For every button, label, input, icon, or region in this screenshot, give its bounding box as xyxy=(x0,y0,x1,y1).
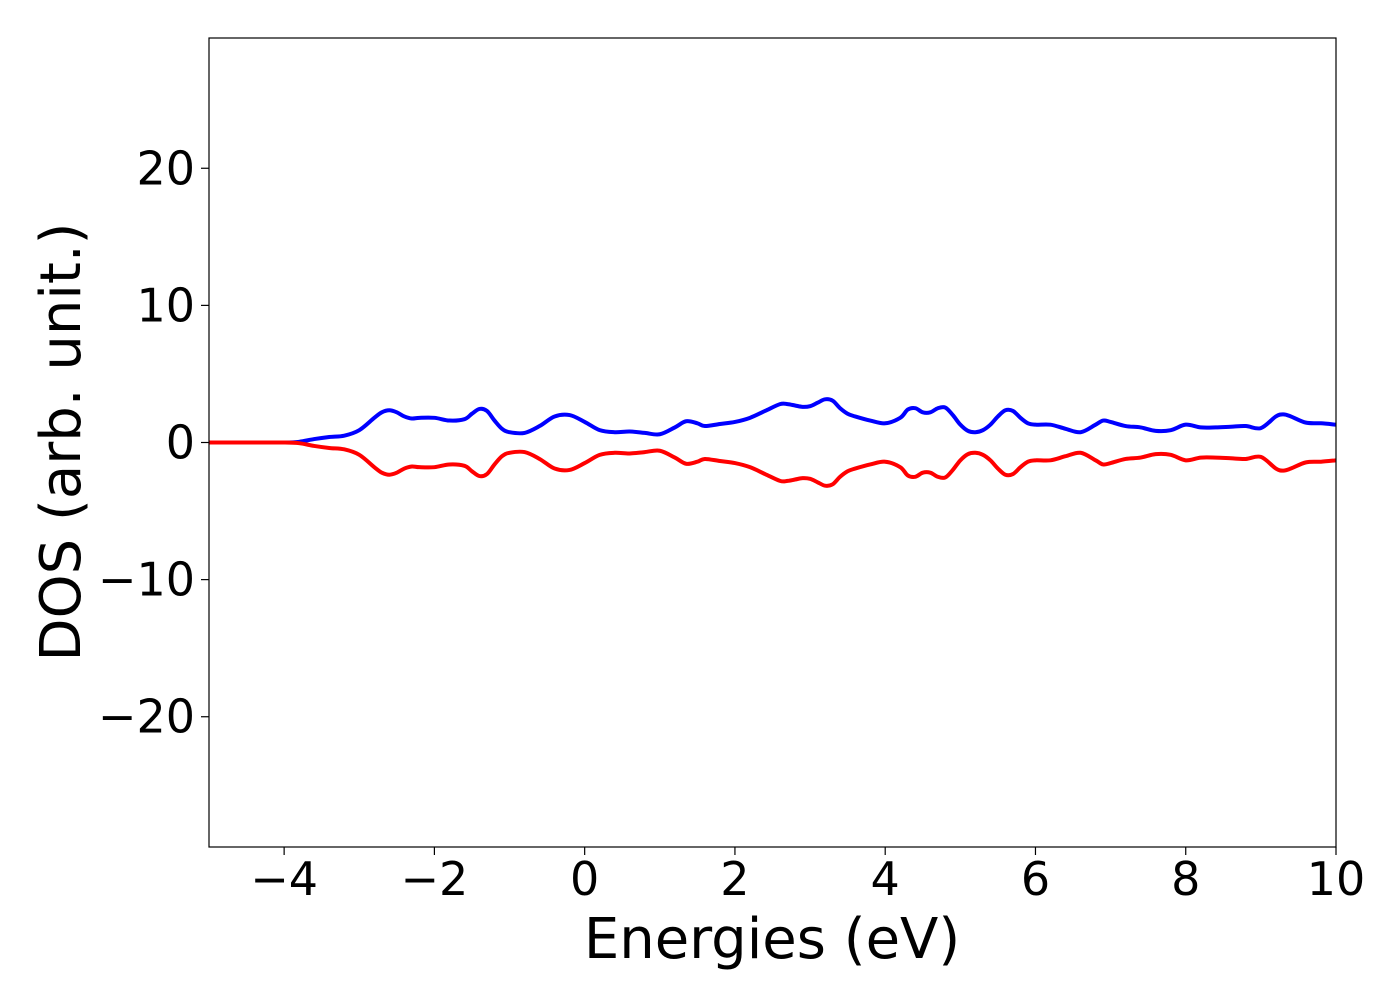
x-tick-label: 6 xyxy=(1021,852,1050,906)
x-tick-label: 2 xyxy=(720,852,749,906)
x-tick-label: −4 xyxy=(250,852,318,906)
y-tick-label: 10 xyxy=(136,278,195,332)
y-tick-label: −10 xyxy=(98,553,195,607)
y-axis: 20 10 0 −10 −20 xyxy=(98,141,209,744)
y-tick-label: 20 xyxy=(136,141,195,195)
series-line-red xyxy=(209,440,1336,488)
y-tick-label: −20 xyxy=(98,690,195,744)
x-tick-label: 0 xyxy=(570,852,599,906)
y-tick-label: 0 xyxy=(166,416,195,470)
x-tick-label: 4 xyxy=(871,852,900,906)
series-line-blue xyxy=(209,397,1336,445)
x-tick-label: −2 xyxy=(400,852,468,906)
x-axis: −4 −2 0 2 4 6 8 10 xyxy=(250,847,1365,906)
series-layer xyxy=(209,397,1336,488)
x-tick-label: 10 xyxy=(1307,852,1366,906)
y-axis-label: DOS (arb. unit.) xyxy=(29,222,94,661)
x-tick-label: 8 xyxy=(1171,852,1200,906)
x-axis-label: Energies (eV) xyxy=(584,907,960,972)
